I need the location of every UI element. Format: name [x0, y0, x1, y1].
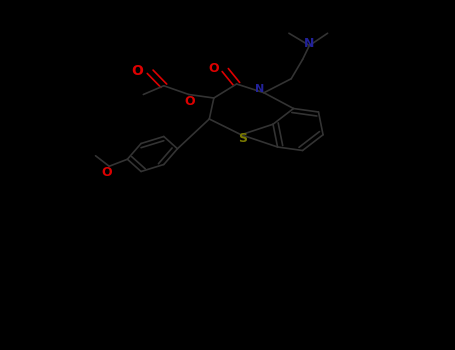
Text: O: O [208, 62, 219, 75]
Text: S: S [238, 132, 247, 145]
Text: N: N [304, 37, 314, 50]
Text: O: O [101, 166, 112, 179]
Text: O: O [184, 95, 195, 108]
Text: N: N [255, 84, 264, 94]
Text: O: O [131, 64, 143, 78]
